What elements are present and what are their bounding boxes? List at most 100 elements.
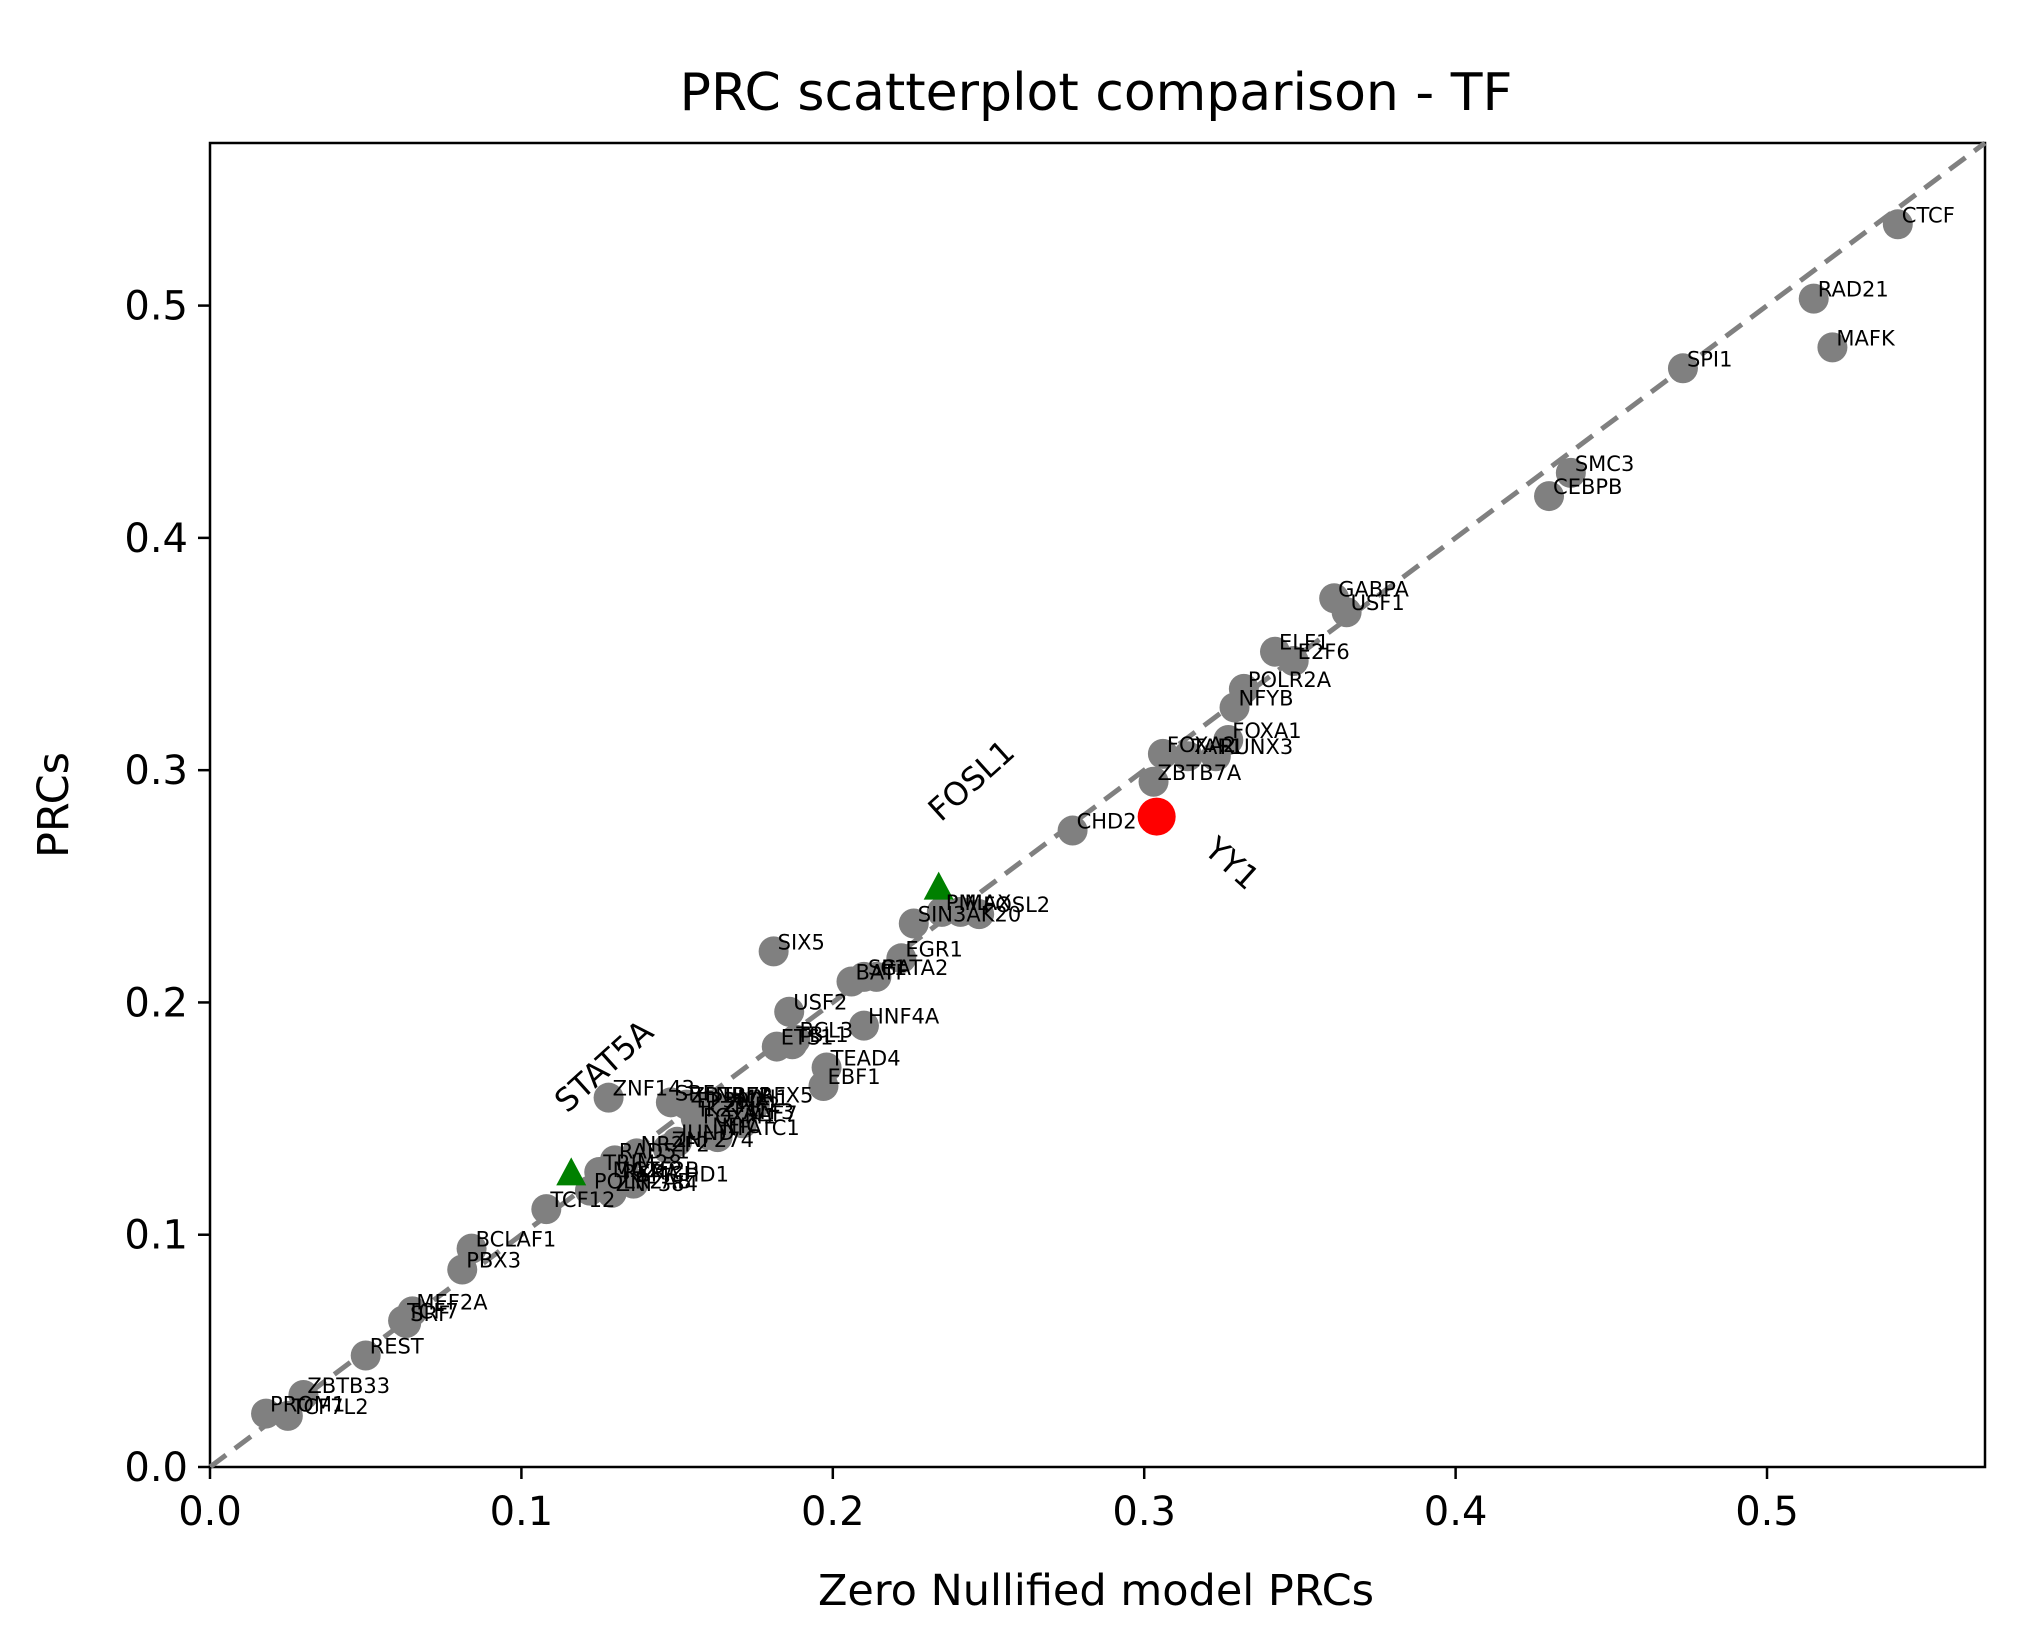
data-point (251, 1398, 282, 1429)
data-point (1057, 815, 1088, 846)
point-label: USF2 (793, 991, 847, 1015)
x-tick-label: 0.5 (1735, 1489, 1799, 1535)
x-axis-ticks: 0.0 0.1 0.2 0.3 0.4 0.5 (178, 1467, 1799, 1535)
data-point (964, 899, 995, 930)
point-label: MAZ (613, 1158, 660, 1182)
triangle-marker (556, 1157, 587, 1186)
point-label: ETS1 (781, 1026, 834, 1050)
point-label: EGR1 (905, 937, 963, 961)
point-label: PROM1 (270, 1393, 345, 1417)
data-point (1138, 766, 1169, 797)
data-point (780, 1024, 811, 1055)
point-label: EP300 (697, 1088, 763, 1112)
data-point (1817, 332, 1848, 363)
chart-title: PRC scatterplot comparison - TF (680, 63, 1513, 123)
point-label: MAX (964, 891, 1011, 915)
data-point (727, 1108, 758, 1139)
point-label: ZBTB33 (307, 1374, 390, 1398)
point-label: ZNF2 (725, 1093, 781, 1117)
data-point (886, 943, 917, 974)
point-label: TBL1 (795, 1023, 848, 1047)
point-label: JUND (679, 1121, 734, 1145)
x-axis-title: Zero Nullified model PRCs (818, 1566, 1374, 1616)
point-label: TAF7 (746, 1102, 798, 1126)
point-label: GATA2 (880, 956, 948, 980)
point-label: MAFK (1836, 326, 1896, 350)
point-label: MEF2A (416, 1290, 488, 1314)
point-label: ZNF274 (672, 1128, 754, 1152)
data-point (836, 966, 867, 997)
x-tick-label: 0.0 (178, 1489, 242, 1535)
point-label: RFX5 (759, 1084, 813, 1108)
data-point (272, 1400, 303, 1431)
highlight-point (1137, 797, 1176, 836)
data-point (1200, 741, 1231, 772)
data-point (593, 1082, 624, 1113)
point-label: SPI1 (1687, 347, 1733, 371)
point-label: RAD51 (619, 1139, 690, 1163)
point-label: TCF7 (406, 1300, 459, 1324)
point-label: EBF1 (827, 1065, 880, 1089)
data-point (288, 1379, 319, 1410)
point-label: REST (370, 1335, 424, 1359)
point-label: TAF1 (1191, 735, 1243, 759)
data-point (702, 1122, 733, 1153)
data-point (1798, 283, 1829, 314)
y-axis-title: PRCs (29, 752, 79, 858)
point-label: POLR2A (1248, 668, 1332, 692)
point-label: PBX3 (466, 1249, 521, 1273)
point-label: SRF (675, 1081, 715, 1105)
data-point (758, 936, 789, 967)
point-label: ZBTB7A (1158, 761, 1242, 785)
point-label: HNF4A (868, 1005, 940, 1029)
point-label: NFIC (712, 1114, 761, 1138)
point-label: POLR2AB (594, 1170, 692, 1194)
triangle-marker (923, 871, 954, 900)
data-point (774, 996, 805, 1027)
point-label: SIX5 (778, 930, 825, 954)
data-point (1555, 457, 1586, 488)
y-tick-label: 0.5 (124, 284, 188, 330)
point-label: RAD21 (1818, 278, 1889, 302)
y-tick-label: 0.1 (124, 1213, 188, 1259)
y-tick-label: 0.2 (124, 980, 188, 1026)
point-label: CHD2 (1077, 810, 1137, 834)
point-label: TCF12 (549, 1188, 615, 1212)
point-label: RXRA (622, 1160, 680, 1184)
data-point (531, 1194, 562, 1225)
data-point (848, 1010, 879, 1041)
data-point (391, 1307, 422, 1338)
data-point (1172, 741, 1203, 772)
data-point (1219, 692, 1250, 723)
data-point (652, 1133, 683, 1164)
data-point (1331, 597, 1362, 628)
x-tick-label: 0.2 (801, 1489, 865, 1535)
point-label: TCF7L2 (291, 1395, 369, 1419)
data-point (808, 1071, 839, 1102)
point-label: CEBPB (1553, 475, 1622, 499)
data-point (1147, 738, 1178, 769)
point-label: ZNF143 (613, 1077, 695, 1101)
plot-frame (208, 141, 1987, 1469)
point-label: BATF (855, 961, 907, 985)
point-label: CTCF (1902, 203, 1955, 227)
point-label: FOXA2 (1167, 733, 1236, 757)
x-tick-label: 0.3 (1112, 1489, 1176, 1535)
point-label: FOSL2 (983, 893, 1050, 917)
data-point (1534, 481, 1565, 512)
data-point (596, 1177, 627, 1208)
data-point (1882, 209, 1913, 240)
point-label: NFATC1 (722, 1116, 800, 1140)
point-label: GTF2B (631, 1158, 699, 1182)
y-tick-label: 0.4 (124, 516, 188, 562)
data-point (898, 908, 929, 939)
y-tick-label: 0.0 (124, 1445, 188, 1491)
point-label: NFYB (1239, 686, 1294, 710)
point-label: ELF1 (1279, 631, 1329, 655)
x-tick-label: 0.4 (1424, 1489, 1488, 1535)
point-label: ATF3 (743, 1100, 794, 1124)
point-label: ZBTB7A (690, 1084, 774, 1108)
point-label: IKZF1 (700, 1098, 760, 1122)
